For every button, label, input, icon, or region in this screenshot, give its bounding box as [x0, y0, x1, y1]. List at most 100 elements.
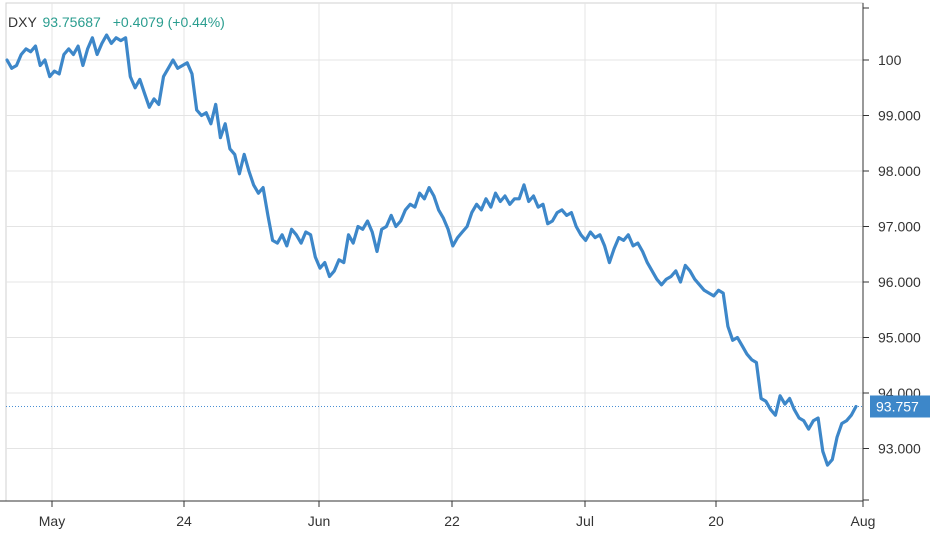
current-value-tag-bg: [870, 395, 930, 418]
data-point: [736, 336, 738, 338]
data-point: [589, 231, 591, 233]
data-point: [352, 242, 354, 244]
data-point: [741, 345, 743, 347]
current-value-tag: 93.757: [870, 395, 930, 418]
data-point: [817, 417, 819, 419]
data-point: [423, 198, 425, 200]
data-point: [319, 267, 321, 269]
data-point: [732, 339, 734, 341]
x-tick-label: May: [39, 513, 65, 529]
data-point: [357, 225, 359, 227]
x-tick-label: Aug: [851, 513, 876, 529]
data-point: [656, 278, 658, 280]
data-point: [229, 148, 231, 150]
data-point: [338, 259, 340, 261]
data-point: [665, 278, 667, 280]
x-tick-label: Jul: [576, 513, 594, 529]
data-point: [385, 225, 387, 227]
data-point: [257, 192, 259, 194]
data-point: [727, 325, 729, 327]
data-point: [523, 184, 525, 186]
data-point: [25, 48, 27, 50]
data-point: [456, 236, 458, 238]
data-point: [580, 234, 582, 236]
data-point: [755, 361, 757, 363]
data-point: [798, 417, 800, 419]
data-point: [803, 420, 805, 422]
y-tick-label: 93.000: [878, 441, 921, 457]
data-point: [200, 114, 202, 116]
data-point: [215, 103, 217, 105]
y-tick-label: 100: [878, 52, 902, 68]
data-point: [281, 234, 283, 236]
x-tick-label: Jun: [308, 513, 331, 529]
data-point: [613, 248, 615, 250]
data-point: [20, 53, 22, 55]
data-point: [390, 214, 392, 216]
dxy-series-line: [5, 33, 858, 467]
y-tick-label: 97.000: [878, 219, 921, 235]
data-point: [120, 39, 122, 41]
data-point: [366, 220, 368, 222]
current-value-label: 93.757: [876, 398, 919, 414]
x-axis-ticks: May 24 Jun 22 Jul 20 Aug: [39, 501, 876, 529]
data-point: [96, 53, 98, 55]
x-tick-label: 20: [708, 513, 724, 529]
data-point: [376, 250, 378, 252]
data-point: [15, 64, 17, 66]
data-point: [105, 34, 107, 36]
data-point: [765, 400, 767, 402]
data-point: [333, 270, 335, 272]
data-point: [343, 261, 345, 263]
data-point: [381, 228, 383, 230]
data-point: [115, 37, 117, 39]
data-point: [347, 234, 349, 236]
data-point: [252, 184, 254, 186]
data-point: [300, 242, 302, 244]
data-point: [499, 200, 501, 202]
data-point: [532, 195, 534, 197]
data-point: [603, 245, 605, 247]
data-point: [305, 231, 307, 233]
data-point: [542, 203, 544, 205]
data-point: [371, 231, 373, 233]
data-point: [53, 70, 55, 72]
data-point: [210, 123, 212, 125]
data-point: [224, 123, 226, 125]
data-point: [622, 239, 624, 241]
data-point: [641, 250, 643, 252]
data-point: [286, 245, 288, 247]
data-point: [822, 450, 824, 452]
data-point: [708, 292, 710, 294]
data-point: [513, 198, 515, 200]
data-point: [309, 234, 311, 236]
data-point: [703, 289, 705, 291]
data-point: [82, 64, 84, 66]
data-point: [713, 295, 715, 297]
data-point: [177, 67, 179, 69]
y-axis-ticks: 10099.00098.00097.00096.00095.00094.0009…: [863, 7, 921, 501]
chart-legend: DXY 93.75687 +0.4079 (+0.44%): [8, 14, 225, 30]
data-point: [110, 42, 112, 44]
data-point: [518, 198, 520, 200]
data-point: [328, 275, 330, 277]
data-point: [124, 37, 126, 39]
data-point: [447, 228, 449, 230]
data-point: [670, 275, 672, 277]
y-tick-label: 96.000: [878, 274, 921, 290]
data-point: [158, 103, 160, 105]
data-point: [556, 211, 558, 213]
data-point: [234, 153, 236, 155]
data-point: [793, 408, 795, 410]
data-point: [826, 464, 828, 466]
data-point: [608, 261, 610, 263]
data-point: [566, 214, 568, 216]
data-point: [528, 200, 530, 202]
data-point: [475, 203, 477, 205]
data-point: [471, 211, 473, 213]
data-point: [30, 51, 32, 53]
data-point: [39, 64, 41, 66]
plot-area: [5, 2, 864, 502]
data-point: [129, 75, 131, 77]
